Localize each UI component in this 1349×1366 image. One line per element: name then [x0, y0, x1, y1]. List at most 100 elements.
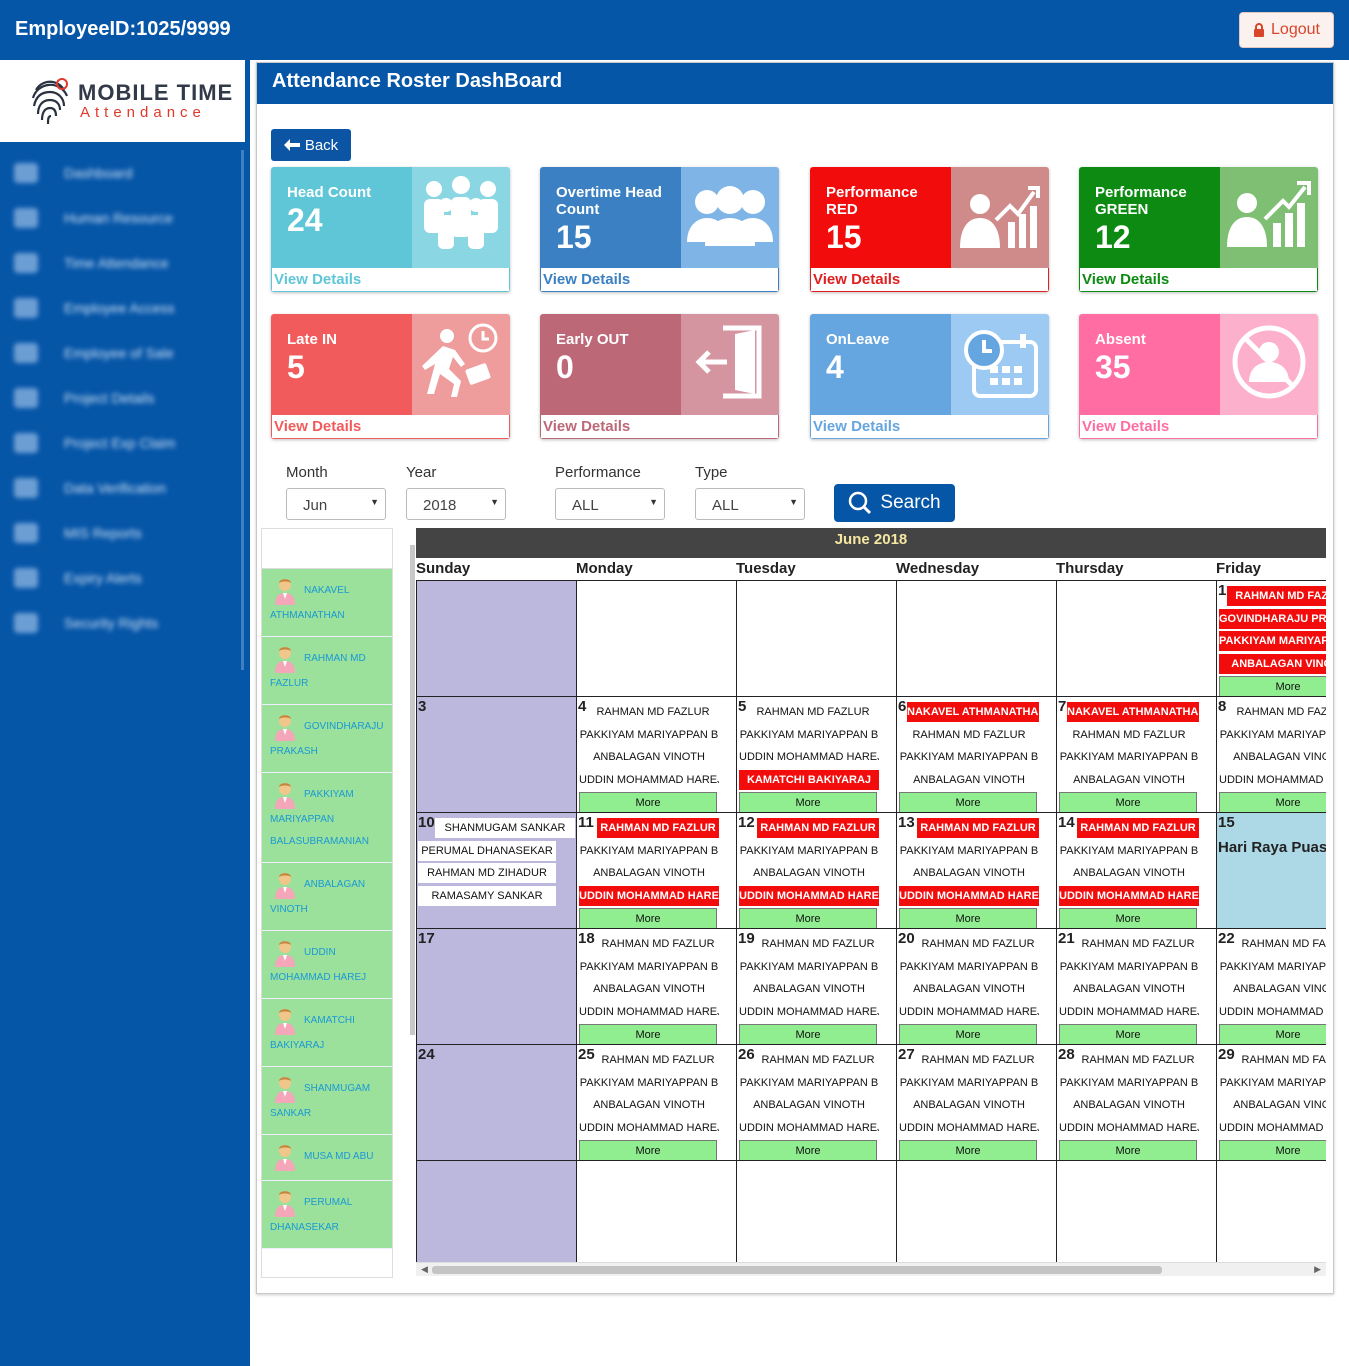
roster-entry[interactable]: UDDIN MOHAMMAD HAREJ [1219, 1002, 1326, 1022]
roster-entry[interactable]: UDDIN MOHAMMAD HAREJ [579, 1002, 719, 1022]
roster-entry[interactable]: ANBALAGAN VINOTH [1059, 979, 1199, 999]
sidebar-item[interactable]: Employee Access [0, 285, 240, 330]
month-select[interactable]: Jun ▼ [286, 488, 386, 520]
sidebar-scrollbar[interactable] [241, 150, 244, 670]
roster-entry[interactable]: ANBALAGAN VINOTH [579, 747, 719, 767]
performance-select[interactable]: ALL ▼ [555, 488, 665, 520]
roster-entry[interactable]: SHANMUGAM SANKAR [435, 818, 575, 838]
roster-entry[interactable]: RAHMAN MD FAZLUR [757, 1050, 879, 1070]
calendar-day-cell[interactable] [896, 1160, 1056, 1262]
roster-entry[interactable]: UDDIN MOHAMMAD HAREJ [1059, 886, 1199, 906]
roster-entry[interactable]: UDDIN MOHAMMAD HAREJ [899, 886, 1039, 906]
roster-entry[interactable]: UDDIN MOHAMMAD HAREJ [1219, 1118, 1326, 1138]
roster-entry[interactable]: PAKKIYAM MARIYAPPAN B [739, 725, 879, 745]
more-button[interactable]: More [1219, 1140, 1326, 1162]
employee-item[interactable]: RAHMAN MD FAZLUR [262, 637, 392, 705]
roster-entry[interactable]: PAKKIYAM MARIYAPPAN B [739, 841, 879, 861]
more-button[interactable]: More [1059, 792, 1197, 814]
sidebar-item[interactable]: Project Details [0, 375, 240, 420]
sidebar-item[interactable]: Dashboard [0, 150, 240, 195]
calendar-day-cell[interactable] [576, 580, 736, 696]
scroll-right-icon[interactable]: ▶ [1314, 1264, 1321, 1274]
more-button[interactable]: More [1059, 1140, 1197, 1162]
roster-entry[interactable]: RAHMAN MD FAZLUR [757, 818, 879, 838]
roster-entry[interactable]: RAHMAN MD FAZLUR [917, 934, 1039, 954]
roster-entry[interactable]: PAKKIYAM MARIYAPPAN B [579, 725, 719, 745]
roster-entry[interactable]: PERUMAL DHANASEKAR [418, 841, 556, 861]
roster-entry[interactable]: RAHMAN MD FAZLUR [1227, 702, 1326, 722]
roster-entry[interactable]: ANBALAGAN VINOTH [739, 979, 879, 999]
calendar-day-cell[interactable] [416, 1160, 576, 1262]
employee-item[interactable]: MUSA MD ABU [262, 1135, 392, 1181]
roster-entry[interactable]: ANBALAGAN VINOTH [739, 863, 879, 883]
search-button[interactable]: Search [834, 484, 955, 522]
roster-entry[interactable]: RAHMAN MD FAZLUR [1059, 725, 1199, 745]
summary-card[interactable]: Late IN 5 View Details [271, 314, 510, 439]
employee-item[interactable]: PAKKIYAM MARIYAPPAN BALASUBRAMANIAN [262, 773, 392, 863]
roster-entry[interactable]: UDDIN MOHAMMAD HAREJ [899, 1118, 1039, 1138]
employee-item[interactable]: GOVINDHARAJU PRAKASH [262, 705, 392, 773]
summary-card[interactable]: Overtime Head Count 15 View Details [540, 167, 779, 292]
calendar-day-cell[interactable]: 3 [416, 696, 576, 812]
logo[interactable]: MOBILE TIME Attendance [0, 60, 245, 142]
more-button[interactable]: More [1219, 792, 1326, 814]
roster-entry[interactable]: UDDIN MOHAMMAD HAREJ [1219, 770, 1326, 790]
roster-entry[interactable]: ANBALAGAN VINOTH [739, 1095, 879, 1115]
employee-item[interactable]: PERUMAL DHANASEKAR [262, 1181, 392, 1249]
more-button[interactable]: More [1219, 676, 1326, 698]
scroll-left-icon[interactable]: ◀ [421, 1264, 428, 1274]
roster-entry[interactable]: ANBALAGAN VINOTH [899, 770, 1039, 790]
view-details-link[interactable]: View Details [810, 415, 1049, 439]
summary-card[interactable]: Performance GREEN 12 View Details [1079, 167, 1318, 292]
roster-entry[interactable]: ANBALAGAN VINOTH [899, 979, 1039, 999]
roster-entry[interactable]: RAHMAN MD FAZLUR [1237, 1050, 1326, 1070]
employee-item[interactable]: KAMATCHI BAKIYARAJ [262, 999, 392, 1067]
calendar-day-cell[interactable]: 7 NAKAVEL ATHMANATHAN RAHMAN MD FAZLUR PAKK… [1056, 696, 1216, 814]
calendar-day-cell[interactable]: 6 NAKAVEL ATHMANATHAN RAHMAN MD FAZLUR PAKK… [896, 696, 1056, 814]
view-details-link[interactable]: View Details [271, 268, 510, 292]
roster-entry[interactable]: RAHMAN MD FAZLUR [1077, 818, 1199, 838]
employee-item[interactable]: SHANMUGAM SANKAR [262, 1067, 392, 1135]
sidebar-item[interactable]: Human Resource [0, 195, 240, 240]
roster-entry[interactable]: PAKKIYAM MARIYAPPAN B [579, 841, 719, 861]
roster-entry[interactable]: KAMATCHI BAKIYARAJ [739, 770, 879, 790]
calendar-day-cell[interactable] [576, 1160, 736, 1262]
back-button[interactable]: Back [271, 129, 351, 161]
roster-entry[interactable]: ANBALAGAN VINOTH [1059, 863, 1199, 883]
roster-entry[interactable]: RAHMAN MD FAZLUR [597, 934, 719, 954]
year-select[interactable]: 2018 ▼ [406, 488, 506, 520]
roster-entry[interactable]: RAHMAN MD FAZLUR [1077, 1050, 1199, 1070]
roster-entry[interactable]: PAKKIYAM MARIYAPPAN B [1219, 957, 1326, 977]
roster-entry[interactable]: UDDIN MOHAMMAD HAREJ [579, 770, 719, 790]
more-button[interactable]: More [1059, 908, 1197, 930]
view-details-link[interactable]: View Details [1079, 415, 1318, 439]
roster-entry[interactable]: ANBALAGAN VINOTH [579, 979, 719, 999]
more-button[interactable]: More [899, 1024, 1037, 1046]
calendar-day-cell[interactable]: 17 [416, 928, 576, 1044]
view-details-link[interactable]: View Details [540, 415, 779, 439]
employee-item[interactable]: UDDIN MOHAMMAD HAREJ [262, 931, 392, 999]
roster-entry[interactable]: UDDIN MOHAMMAD HAREJ [1059, 1002, 1199, 1022]
more-button[interactable]: More [579, 1140, 717, 1162]
roster-entry[interactable]: PAKKIYAM MARIYAPPAN B [579, 1073, 719, 1093]
roster-entry[interactable]: ANBALAGAN VINOTH [899, 1095, 1039, 1115]
roster-entry[interactable]: PAKKIYAM MARIYAPPAN B [899, 1073, 1039, 1093]
sidebar-item[interactable]: Data Verification [0, 465, 240, 510]
summary-card[interactable]: Early OUT 0 View Details [540, 314, 779, 439]
roster-entry[interactable]: RAHMAN MD FAZLUR [1227, 586, 1326, 606]
calendar-day-cell[interactable] [896, 580, 1056, 696]
roster-entry[interactable]: PAKKIYAM MARIYAPPAN B [899, 841, 1039, 861]
sidebar-item[interactable]: Time Attendance [0, 240, 240, 285]
sidebar-item[interactable]: Expiry Alerts [0, 555, 240, 600]
roster-entry[interactable]: PAKKIYAM MARIYAPPAN B [579, 957, 719, 977]
roster-entry[interactable]: UDDIN MOHAMMAD HAREJ [739, 747, 879, 767]
more-button[interactable]: More [579, 792, 717, 814]
more-button[interactable]: More [739, 1140, 877, 1162]
roster-entry[interactable]: ANBALAGAN VINOTH [1219, 654, 1326, 674]
roster-entry[interactable]: RAHMAN MD FAZLUR [747, 702, 879, 722]
